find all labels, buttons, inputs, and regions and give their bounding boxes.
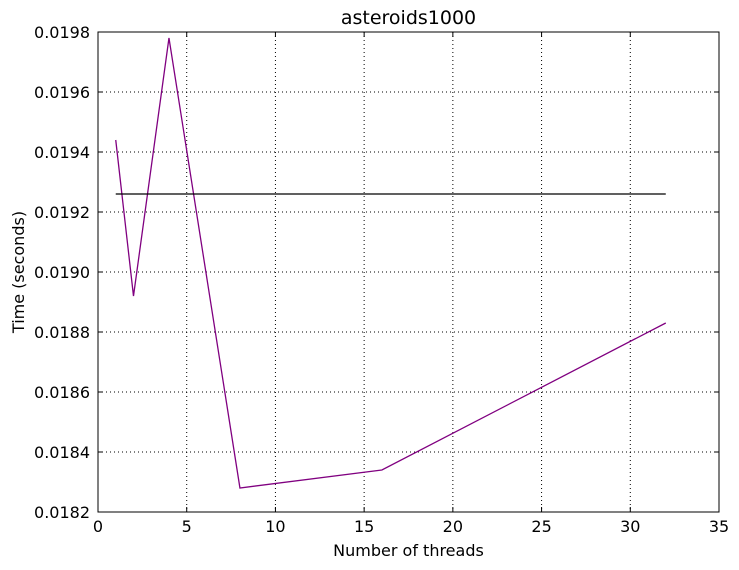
y-tick-label: 0.0190 xyxy=(34,263,90,282)
y-tick-label: 0.0186 xyxy=(34,383,90,402)
y-tick-label: 0.0194 xyxy=(34,143,90,162)
y-tick-label: 0.0188 xyxy=(34,323,90,342)
y-tick-label: 0.0196 xyxy=(34,83,90,102)
axis-ticks: 0 5 10 15 20 25 30 35 0.0182 0.0184 0.0186 0.0188 0.… xyxy=(34,23,729,536)
data-series xyxy=(115,37,667,489)
x-tick-label: 0 xyxy=(93,517,103,536)
y-tick-label: 0.0184 xyxy=(34,443,90,462)
x-tick-label: 25 xyxy=(531,517,551,536)
x-tick-label: 15 xyxy=(354,517,374,536)
x-tick-label: 35 xyxy=(709,517,729,536)
chart-title: asteroids1000 xyxy=(341,7,476,29)
y-axis-label: Time (seconds) xyxy=(9,211,28,334)
x-tick-label: 5 xyxy=(182,517,192,536)
y-tick-label: 0.0198 xyxy=(34,23,90,42)
y-tick-label: 0.0182 xyxy=(34,503,90,522)
x-axis-label: Number of threads xyxy=(333,541,484,560)
x-tick-label: 20 xyxy=(443,517,463,536)
x-tick-label: 30 xyxy=(620,517,640,536)
series-line-0 xyxy=(115,37,667,489)
y-tick-label: 0.0192 xyxy=(34,203,90,222)
grid-lines xyxy=(98,32,719,512)
x-tick-label: 10 xyxy=(265,517,285,536)
